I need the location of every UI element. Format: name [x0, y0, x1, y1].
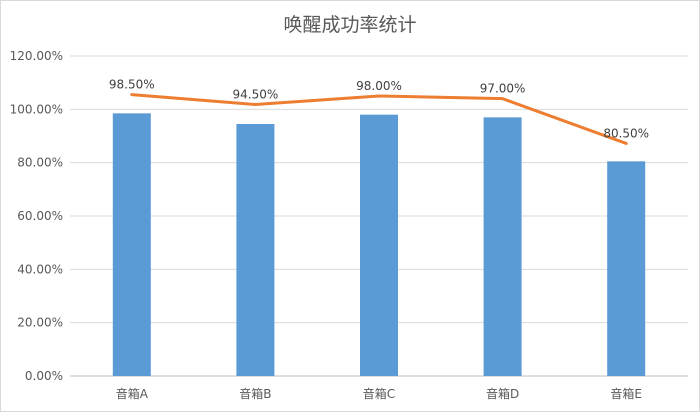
y-tick-label: 40.00% [17, 262, 63, 276]
x-tick-label: 音箱B [239, 386, 271, 401]
y-tick-label: 0.00% [25, 369, 63, 383]
y-tick-label: 120.00% [10, 49, 63, 63]
bar [236, 124, 274, 376]
bar [113, 113, 151, 376]
y-tick-label: 100.00% [10, 102, 63, 116]
data-label: 94.50% [233, 88, 279, 102]
x-axis-ticks: 音箱A 音箱B 音箱C 音箱D 音箱E [116, 386, 642, 401]
data-label: 80.50% [603, 126, 649, 140]
bar-series [113, 113, 645, 376]
y-tick-label: 60.00% [17, 209, 63, 223]
y-axis-ticks: 0.00% 20.00% 40.00% 60.00% 80.00% 100.00% 120.… [10, 49, 63, 383]
bar [360, 115, 398, 376]
y-tick-label: 20.00% [17, 316, 63, 330]
bar [484, 117, 522, 376]
x-tick-label: 音箱D [486, 386, 519, 401]
x-tick-label: 音箱A [116, 386, 149, 401]
data-label: 97.00% [480, 82, 526, 96]
bar [607, 161, 645, 376]
y-tick-label: 80.00% [17, 156, 63, 170]
data-label: 98.50% [109, 78, 155, 92]
x-tick-label: 音箱C [363, 386, 395, 401]
x-tick-label: 音箱E [610, 386, 642, 401]
data-label: 98.00% [356, 79, 402, 93]
